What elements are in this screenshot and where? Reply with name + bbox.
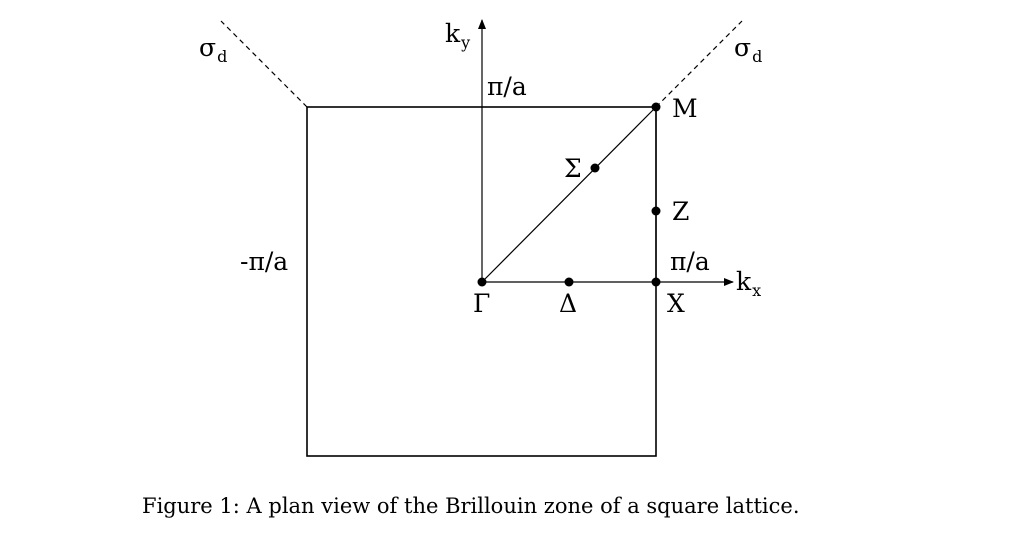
- figure-caption: Figure 1: A plan view of the Brillouin z…: [142, 491, 902, 521]
- sigma-point: [591, 164, 600, 173]
- sigma-d-line-right: [656, 21, 742, 107]
- gamma-label: Γ: [473, 289, 490, 318]
- delta-label: Δ: [559, 289, 577, 318]
- sigma-label: Σ: [564, 154, 582, 183]
- gamma-point: [478, 278, 487, 287]
- caption-text: A plan view of the Brillouin zone of a s…: [247, 494, 800, 518]
- kx-pi-over-a-label: π/a: [670, 247, 710, 276]
- figure-number: Figure 1:: [142, 494, 240, 518]
- gamma-m-diagonal: [482, 107, 656, 282]
- ky-pi-over-a-label: π/a: [487, 72, 527, 101]
- minus-pi-over-a-label: -π/a: [240, 247, 288, 276]
- delta-point: [565, 278, 574, 287]
- sigma-d-line-left: [221, 21, 307, 107]
- m-label: M: [672, 94, 698, 123]
- z-point: [652, 207, 661, 216]
- m-point: [652, 103, 661, 112]
- x-point: [652, 278, 661, 287]
- kx-axis-label: kx: [736, 267, 761, 300]
- sigma-d-label-left: σd: [199, 33, 227, 66]
- sigma-d-label-right: σd: [734, 33, 762, 66]
- x-label: X: [667, 289, 685, 318]
- z-label: Z: [672, 197, 689, 226]
- ky-axis-label: ky: [445, 19, 470, 52]
